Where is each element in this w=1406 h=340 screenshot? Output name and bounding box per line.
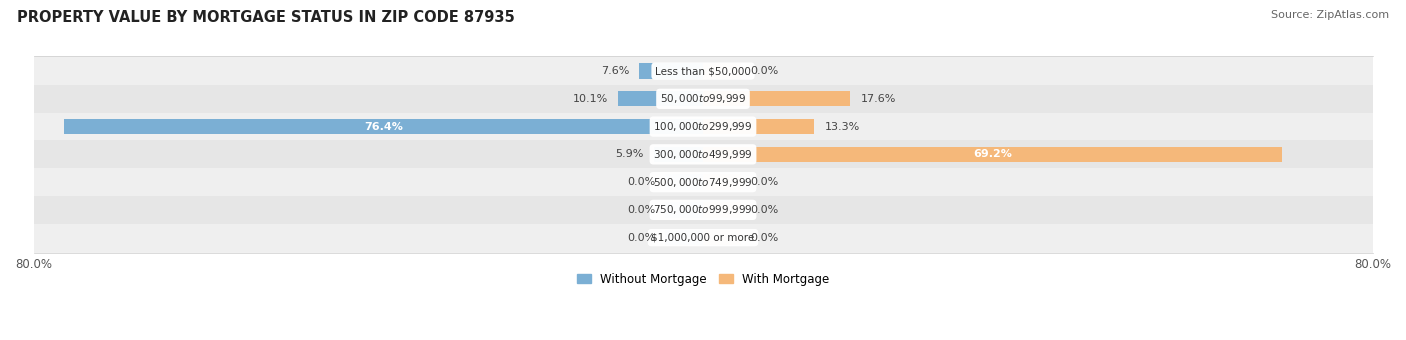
- Text: 0.0%: 0.0%: [751, 66, 779, 76]
- Bar: [34, 196, 1372, 224]
- Bar: [665, 174, 703, 190]
- Text: 76.4%: 76.4%: [364, 122, 402, 132]
- Text: 17.6%: 17.6%: [860, 94, 896, 104]
- Bar: [63, 119, 703, 134]
- Text: $100,000 to $299,999: $100,000 to $299,999: [654, 120, 752, 133]
- Text: $500,000 to $749,999: $500,000 to $749,999: [654, 176, 752, 189]
- Text: 5.9%: 5.9%: [616, 149, 644, 159]
- Text: $1,000,000 or more: $1,000,000 or more: [651, 233, 755, 243]
- Text: $50,000 to $99,999: $50,000 to $99,999: [659, 92, 747, 105]
- Bar: [619, 91, 703, 106]
- Bar: [34, 113, 1372, 140]
- Text: 0.0%: 0.0%: [751, 233, 779, 243]
- Text: 0.0%: 0.0%: [627, 177, 655, 187]
- Bar: [34, 85, 1372, 113]
- Text: 69.2%: 69.2%: [973, 149, 1012, 159]
- Bar: [665, 202, 703, 218]
- Bar: [665, 230, 703, 245]
- Text: Less than $50,000: Less than $50,000: [655, 66, 751, 76]
- Bar: [34, 57, 1372, 85]
- Bar: [703, 91, 851, 106]
- Text: 10.1%: 10.1%: [574, 94, 609, 104]
- Text: 13.3%: 13.3%: [824, 122, 859, 132]
- Bar: [703, 147, 1282, 162]
- Text: $750,000 to $999,999: $750,000 to $999,999: [654, 203, 752, 216]
- Text: 7.6%: 7.6%: [600, 66, 630, 76]
- Bar: [703, 64, 741, 79]
- Text: PROPERTY VALUE BY MORTGAGE STATUS IN ZIP CODE 87935: PROPERTY VALUE BY MORTGAGE STATUS IN ZIP…: [17, 10, 515, 25]
- Bar: [703, 174, 741, 190]
- Bar: [654, 147, 703, 162]
- Bar: [640, 64, 703, 79]
- Bar: [34, 168, 1372, 196]
- Text: 0.0%: 0.0%: [627, 205, 655, 215]
- Text: Source: ZipAtlas.com: Source: ZipAtlas.com: [1271, 10, 1389, 20]
- Text: $300,000 to $499,999: $300,000 to $499,999: [654, 148, 752, 161]
- Text: 0.0%: 0.0%: [627, 233, 655, 243]
- Text: 0.0%: 0.0%: [751, 205, 779, 215]
- Bar: [703, 230, 741, 245]
- Text: 0.0%: 0.0%: [751, 177, 779, 187]
- Bar: [703, 202, 741, 218]
- Legend: Without Mortgage, With Mortgage: Without Mortgage, With Mortgage: [572, 268, 834, 290]
- Bar: [703, 119, 814, 134]
- Bar: [34, 224, 1372, 252]
- Bar: [34, 140, 1372, 168]
